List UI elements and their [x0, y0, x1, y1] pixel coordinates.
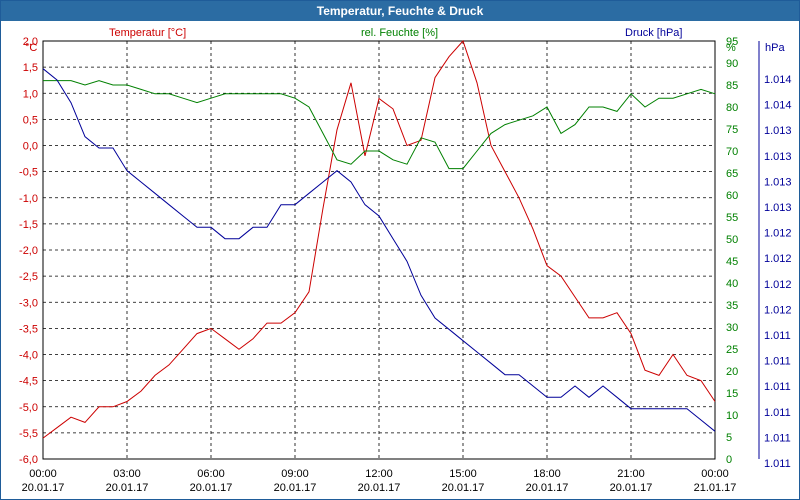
temperature-tick-label: -4,0 [19, 350, 38, 362]
pressure-axis-title: Druck [hPa] [625, 27, 682, 39]
temperature-tick-label: -2,0 [19, 245, 38, 257]
pressure-tick-label: 1.013 [764, 151, 792, 163]
temperature-tick-label: 1,5 [23, 62, 38, 74]
pressure-unit: hPa [765, 42, 785, 54]
pressure-tick-label: 1.011 [764, 381, 791, 393]
x-tick-date: 20.01.17 [526, 482, 569, 494]
temperature-unit: °C [25, 42, 37, 54]
temperature-series-line [42, 40, 716, 439]
grid [43, 41, 715, 459]
pressure-series-line [42, 68, 716, 432]
temperature-tick-label: -1,5 [19, 219, 38, 231]
temperature-tick-label: -6,0 [19, 454, 38, 466]
pressure-tick-label: 1.012 [764, 253, 792, 265]
temperature-tick-label: -5,5 [19, 428, 38, 440]
x-tick-date: 20.01.17 [106, 482, 149, 494]
humidity-tick-label: 45 [726, 256, 738, 268]
temperature-tick-label: -0,5 [19, 167, 38, 179]
pressure-tick-label: 1.013 [764, 202, 792, 214]
x-tick-time: 21:00 [617, 468, 645, 480]
humidity-tick-label: 80 [726, 102, 738, 114]
pressure-tick-label: 1.011 [764, 432, 791, 444]
humidity-tick-label: 40 [726, 278, 738, 290]
humidity-series-line [43, 80, 716, 170]
x-tick-time: 03:00 [113, 468, 141, 480]
temperature-axis-title: Temperatur [°C] [109, 27, 186, 39]
series-layer [42, 40, 716, 439]
pressure-tick-label: 1.011 [764, 356, 791, 368]
pressure-tick-label: 1.012 [764, 304, 792, 316]
humidity-tick-label: 10 [726, 410, 738, 422]
temperature-tick-label: -5,0 [19, 402, 38, 414]
humidity-axis-title: rel. Feuchte [%] [361, 27, 438, 39]
temperature-tick-label: 0,0 [23, 141, 38, 153]
axis-labels: °C Temperatur [°C] rel. Feuchte [%]% Druck … [25, 27, 785, 54]
temperature-tick-label: 1,0 [23, 88, 38, 100]
x-tick-time: 06:00 [197, 468, 225, 480]
x-tick-date: 20.01.17 [610, 482, 653, 494]
x-tick-date: 21.01.17 [694, 482, 737, 494]
x-tick-time: 00:00 [29, 468, 57, 480]
x-tick-date: 20.01.17 [442, 482, 485, 494]
humidity-tick-label: 15 [726, 388, 738, 400]
temperature-tick-label: 0,5 [23, 114, 38, 126]
chart-canvas: °C Temperatur [°C] rel. Feuchte [%]% Druck … [19, 27, 792, 494]
x-tick-date: 20.01.17 [274, 482, 317, 494]
humidity-tick-label: 95 [726, 36, 738, 48]
humidity-unit: % [726, 42, 736, 54]
pressure-tick-label: 1.012 [764, 279, 792, 291]
humidity-tick-label: 75 [726, 124, 738, 136]
x-tick-date: 20.01.17 [190, 482, 233, 494]
pressure-tick-label: 1.011 [764, 330, 791, 342]
temperature-tick-label: -3,0 [19, 297, 38, 309]
temperature-tick-label: -2,5 [19, 271, 38, 283]
humidity-tick-label: 65 [726, 168, 738, 180]
x-tick-time: 00:00 [701, 468, 729, 480]
humidity-tick-label: 85 [726, 80, 738, 92]
tick-labels: 2,0 1,5 1,0 0,5 0,0 -0,5 -1,0 -1,5 -2,0 -2,5 -3,0 -… [19, 36, 792, 494]
humidity-tick-label: 0 [726, 454, 732, 466]
window-title: Temperatur, Feuchte & Druck [1, 1, 799, 21]
x-tick-time: 09:00 [281, 468, 309, 480]
humidity-tick-label: 60 [726, 190, 738, 202]
humidity-tick-label: 50 [726, 234, 738, 246]
humidity-tick-label: 55 [726, 212, 738, 224]
x-tick-time: 12:00 [365, 468, 393, 480]
pressure-tick-label: 1.013 [764, 176, 792, 188]
humidity-tick-label: 90 [726, 58, 738, 70]
pressure-tick-label: 1.011 [764, 458, 791, 470]
temperature-tick-label: -3,5 [19, 323, 38, 335]
pressure-tick-label: 1.013 [764, 125, 792, 137]
pressure-tick-label: 1.012 [764, 228, 792, 240]
humidity-tick-label: 30 [726, 322, 738, 334]
x-tick-time: 15:00 [449, 468, 477, 480]
x-tick-time: 18:00 [533, 468, 561, 480]
temperature-tick-label: -1,0 [19, 193, 38, 205]
x-tick-date: 20.01.17 [358, 482, 401, 494]
humidity-tick-label: 5 [726, 432, 732, 444]
pressure-tick-label: 1.014 [764, 100, 792, 112]
humidity-tick-label: 20 [726, 366, 738, 378]
humidity-tick-label: 70 [726, 146, 738, 158]
humidity-tick-label: 35 [726, 300, 738, 312]
humidity-tick-label: 25 [726, 344, 738, 356]
temperature-tick-label: -4,5 [19, 376, 38, 388]
plot-area-border [42, 40, 716, 460]
pressure-tick-label: 1.011 [764, 407, 791, 419]
temperature-tick-label: 2,0 [23, 36, 38, 48]
x-tick-date: 20.01.17 [22, 482, 65, 494]
pressure-tick-label: 1.014 [764, 74, 792, 86]
